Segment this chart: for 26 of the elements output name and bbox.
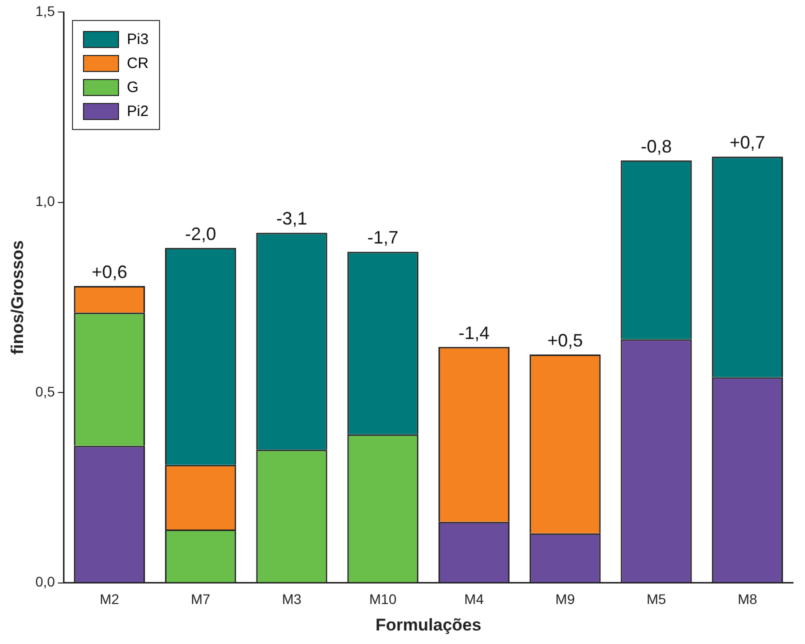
annotation: -2,0	[185, 224, 216, 244]
annotation: +0,5	[547, 330, 583, 350]
annotation: -0,8	[640, 136, 672, 156]
annotation: +0,6	[92, 262, 128, 282]
legend-label: Pi3	[126, 30, 149, 48]
y-tick-label: 1,5	[35, 2, 56, 19]
x-tick-label: M7	[190, 591, 211, 608]
x-tick-label: M4	[464, 591, 484, 608]
y-tick-label: 0,5	[35, 383, 56, 400]
x-tick-label: M2	[100, 591, 120, 608]
x-tick-label: M5	[646, 591, 666, 608]
annotation: +0,7	[730, 132, 766, 153]
legend-label: G	[126, 78, 139, 96]
annotation: -1,4	[458, 322, 490, 343]
legend-label: Pi2	[126, 102, 149, 120]
y-tick-label: 1,0	[35, 193, 56, 210]
x-tick-label: M10	[369, 591, 397, 608]
x-tick-label: M8	[738, 591, 758, 608]
x-tick-label: M9	[555, 591, 576, 608]
legend-label: CR	[126, 54, 149, 72]
x-tick-label: M3	[282, 591, 302, 608]
annotation: -3,1	[276, 208, 308, 229]
annotation: -1,7	[367, 228, 398, 248]
y-tick-label: 0,0	[35, 574, 56, 590]
y-axis-title: finos/Grossos	[8, 240, 27, 355]
x-axis-title: Formulações	[376, 615, 482, 634]
